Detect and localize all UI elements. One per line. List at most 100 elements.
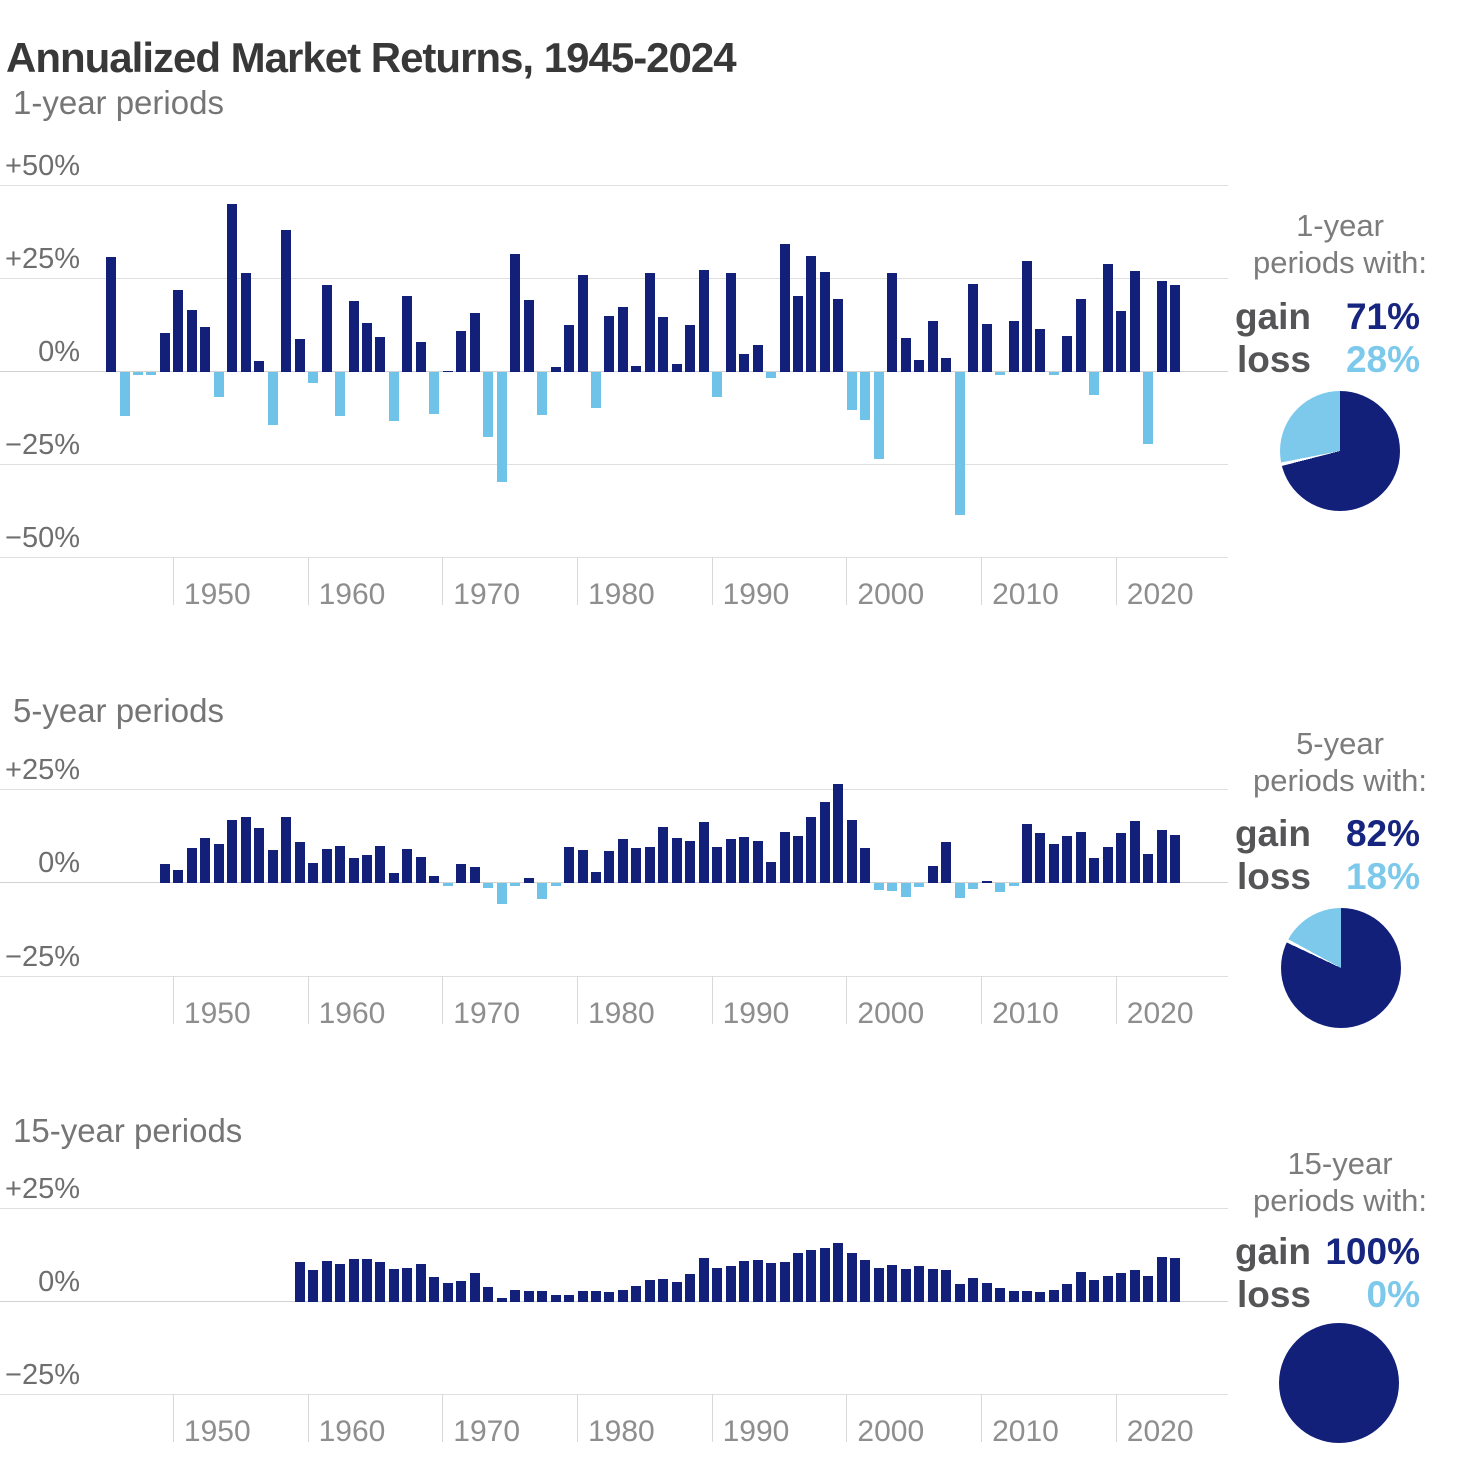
gain-value: 100% [1325, 1231, 1420, 1272]
bar-1966 [388, 873, 399, 883]
summary-heading-line2: periods with: [1252, 763, 1428, 798]
bar-2003 [887, 1264, 898, 1302]
bar-1962 [335, 1264, 345, 1302]
bar-1990 [712, 372, 723, 397]
bar-1978 [550, 883, 561, 886]
bar-1983 [617, 839, 628, 883]
x-tick-label-1980: 1980 [588, 578, 655, 611]
gain-label: gain [1234, 296, 1311, 337]
bar-1949 [159, 332, 170, 372]
bar-2024 [1170, 1257, 1181, 1302]
bar-2003 [887, 273, 898, 372]
bar-2015 [1048, 843, 1059, 883]
bar-1974 [496, 1297, 507, 1302]
bar-1976 [523, 1291, 534, 1302]
summary-heading-5-year: 5-year periods with: [1207, 725, 1473, 799]
bar-1984 [631, 1285, 642, 1302]
bar-1993 [752, 841, 763, 883]
bar-1961 [321, 1260, 332, 1302]
bar-1985 [644, 1279, 655, 1302]
bar-2013 [1022, 1290, 1032, 1302]
bar-1971 [456, 330, 467, 372]
x-tick-1990 [711, 557, 713, 605]
bar-2009 [968, 1278, 979, 1302]
x-tick-label-1990: 1990 [722, 997, 790, 1030]
loss-value: 28% [1345, 339, 1420, 380]
bar-1975 [510, 254, 521, 372]
bar-1957 [267, 850, 278, 883]
bar-2016 [1062, 1283, 1073, 1302]
bar-1952 [200, 327, 211, 372]
bar-1964 [361, 322, 372, 372]
bar-1989 [698, 269, 709, 372]
bar-2014 [1035, 833, 1046, 883]
x-tick-label-1950: 1950 [183, 578, 251, 611]
bar-1996 [793, 295, 803, 372]
bar-1969 [429, 875, 440, 883]
loss-value: 18% [1345, 856, 1420, 897]
gridline-25 [0, 789, 1228, 790]
bar-1990 [712, 847, 723, 883]
bar-1997 [806, 1249, 817, 1302]
bar-2002 [873, 1267, 884, 1302]
summary-stats-1-year: gain 71% loss 28% [1215, 295, 1420, 381]
bar-1969 [429, 372, 440, 415]
bar-1989 [698, 1257, 709, 1302]
bar-1981 [590, 1290, 601, 1302]
summary-heading-15-year: 15-year periods with: [1207, 1145, 1473, 1219]
bar-1964 [361, 855, 372, 883]
bar-2011 [995, 883, 1005, 892]
bar-1956 [254, 361, 265, 372]
bar-1970 [442, 370, 453, 372]
gridline-25 [0, 278, 1228, 279]
bar-1954 [227, 204, 238, 372]
gridline-25 [0, 1208, 1228, 1209]
x-tick-label-2010: 2010 [992, 578, 1059, 611]
bar-1960 [308, 863, 319, 883]
bar-2021 [1129, 271, 1140, 372]
x-tick-label-2020: 2020 [1126, 578, 1194, 611]
bar-1998 [819, 1247, 830, 1302]
bar-1956 [254, 827, 265, 883]
bar-1979 [564, 846, 574, 883]
bar-1977 [537, 1290, 547, 1302]
bar-1958 [281, 229, 292, 372]
x-tick-2010 [981, 976, 983, 1024]
x-tick-2000 [846, 976, 848, 1024]
bar-2016 [1062, 836, 1073, 883]
bar-2020 [1116, 833, 1127, 883]
bar-2004 [900, 1269, 911, 1302]
gridline-50 [0, 185, 1228, 186]
bar-1984 [631, 847, 642, 883]
bar-1980 [577, 1291, 588, 1302]
bar-1987 [671, 1282, 682, 1302]
bar-1949 [159, 864, 170, 883]
bar-2021 [1129, 821, 1140, 883]
bar-2007 [941, 841, 952, 883]
bar-2001 [860, 847, 871, 883]
bar-1954 [227, 820, 238, 883]
bar-1995 [779, 1261, 790, 1302]
bar-1951 [186, 847, 197, 883]
y-tick-label-25: +25% [5, 1173, 80, 1205]
y-tick-label--25: −25% [5, 941, 80, 973]
bar-2010 [981, 881, 992, 883]
bar-1999 [833, 298, 844, 372]
bar-1994 [766, 861, 776, 883]
bar-1972 [469, 313, 480, 372]
bar-2015 [1048, 1289, 1059, 1302]
bar-1980 [577, 850, 588, 883]
bar-1950 [173, 869, 184, 883]
summary-stats-15-year: gain 100% loss 0% [1215, 1230, 1420, 1316]
bar-1963 [348, 300, 359, 372]
summary-heading-1-year: 1-year periods with: [1207, 207, 1473, 281]
x-tick-label-2020: 2020 [1126, 1415, 1194, 1448]
bar-2018 [1089, 858, 1100, 883]
bar-1963 [348, 858, 359, 883]
bar-1959 [294, 339, 305, 372]
gridline--25 [0, 976, 1228, 977]
bar-1966 [388, 372, 399, 421]
gridline--25 [0, 1394, 1228, 1395]
x-tick-label-1970: 1970 [453, 997, 521, 1030]
